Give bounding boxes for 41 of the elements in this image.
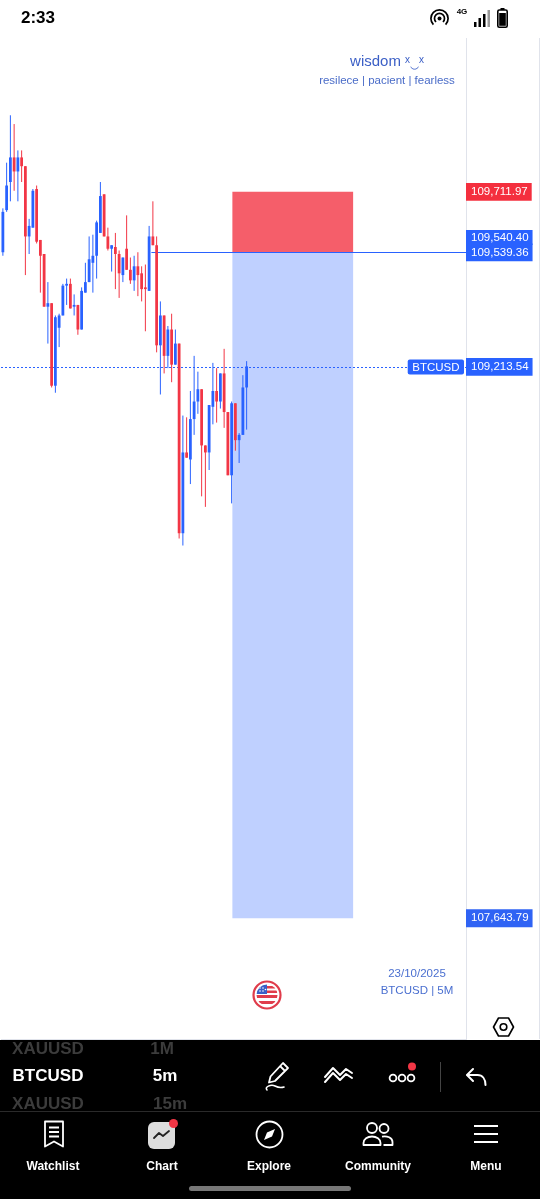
- candlestick: [110, 244, 114, 273]
- text: Chart: [146, 1159, 178, 1174]
- text: 109,540.40: [471, 231, 529, 244]
- candlestick: [117, 249, 121, 299]
- candlestick: [203, 444, 207, 508]
- text: XAUUSD: [12, 1093, 84, 1114]
- text: Watchlist: [26, 1159, 80, 1174]
- text: Menu: [470, 1159, 502, 1174]
- candlestick: [132, 255, 136, 292]
- candlestick: [12, 123, 16, 192]
- text: resilece | pacient | fearless: [319, 74, 455, 86]
- annotation: 23/10/2025: [388, 966, 446, 980]
- text: 2:33: [20, 7, 56, 28]
- annotation: BTCUSD: [412, 360, 460, 373]
- candlestick: [121, 257, 125, 283]
- candlestick: [185, 416, 189, 459]
- text: Community: [345, 1159, 411, 1174]
- y-tick-label: 107,643.79: [471, 911, 529, 924]
- y-tick-label: 109,213.54: [471, 360, 530, 373]
- candlestick: [65, 278, 69, 306]
- text: BTCUSD: [12, 1065, 84, 1086]
- y-tick-label: 109,539.36: [471, 245, 529, 258]
- annotation: BTCUSD | 5M: [380, 983, 454, 997]
- candlestick: [173, 329, 177, 366]
- candlestick: [136, 251, 140, 297]
- candlestick: [46, 281, 50, 345]
- text: 4G: [456, 6, 468, 17]
- y-tick-label: 109,711.97: [471, 185, 528, 198]
- text: Explore: [246, 1159, 292, 1174]
- text: 5m: [152, 1065, 178, 1086]
- candlestick: [125, 214, 129, 271]
- candlestick: [151, 200, 155, 246]
- text: 15m: [152, 1093, 188, 1114]
- candlestick: [72, 293, 76, 316]
- candlestick: [16, 149, 20, 202]
- candlestick: [143, 264, 147, 332]
- annotation: 1M: [150, 1038, 174, 1059]
- candlestick: [128, 257, 132, 285]
- candlestick: [20, 149, 24, 183]
- text: wisdom ˣ‿ˣ: [350, 51, 424, 70]
- annotation: XAUUSD: [12, 1038, 84, 1059]
